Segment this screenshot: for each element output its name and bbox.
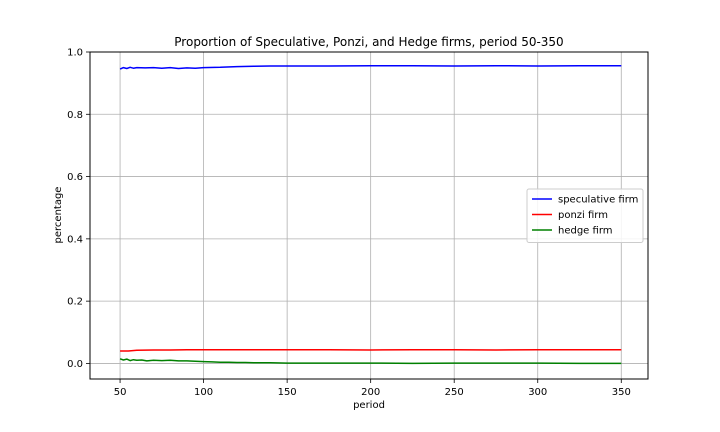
y-tick-label: 0.8 — [67, 110, 83, 121]
y-tick-label: 1.0 — [67, 48, 83, 59]
y-tick-label: 0.6 — [67, 172, 83, 183]
x-tick-label: 350 — [612, 387, 631, 398]
x-tick-label: 300 — [528, 387, 547, 398]
plot-frame — [89, 51, 649, 380]
y-axis-label: percentage — [53, 187, 64, 244]
x-tick-label: 50 — [114, 387, 127, 398]
y-tick-label: 0.2 — [67, 297, 83, 308]
speculative-legend-label: speculative firm — [558, 195, 638, 206]
series-layer — [119, 64, 622, 365]
x-tick-label: 150 — [278, 387, 297, 398]
hedge-legend-label: hedge firm — [558, 226, 613, 237]
legend: speculative firm ponzi firm hedge firm — [526, 188, 644, 243]
x-tick-label: 250 — [445, 387, 464, 398]
hedge-series-line — [119, 358, 622, 365]
ponzi-legend-label: ponzi firm — [558, 210, 608, 221]
chart-title: Proportion of Speculative, Ponzi, and He… — [174, 35, 563, 49]
x-tick-label: 200 — [361, 387, 380, 398]
speculative-series-line — [119, 64, 622, 70]
x-axis-label: period — [353, 400, 385, 411]
y-tick-label: 0.4 — [67, 234, 83, 245]
ticks: 50 100 150 200 250 300 350 0.0 0.2 0.4 0.6 0.8 1.0 — [67, 48, 631, 399]
legend-box — [526, 188, 644, 243]
x-tick-label: 100 — [194, 387, 213, 398]
ponzi-series-line — [120, 348, 622, 352]
y-tick-label: 0.0 — [67, 359, 83, 370]
